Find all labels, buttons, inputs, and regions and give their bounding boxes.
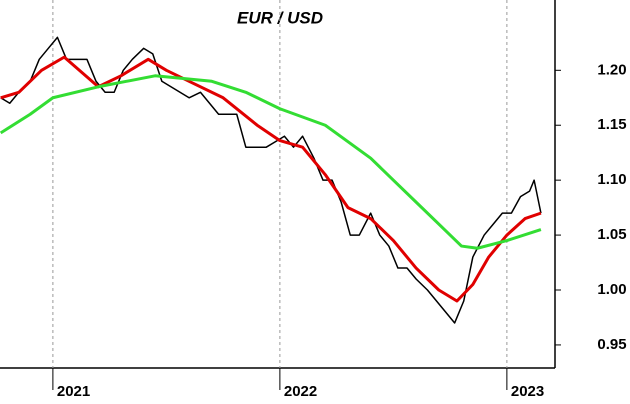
x-tick-label: 2023 — [511, 383, 544, 400]
y-tick-label: 1.00 — [597, 281, 626, 298]
y-tick-label: 1.20 — [597, 61, 626, 78]
y-tick-label: 1.05 — [597, 226, 626, 243]
y-tick-label: 1.15 — [597, 116, 626, 133]
series-line — [0, 74, 542, 250]
series-line — [0, 36, 542, 324]
chart-title: EUR / USD — [237, 8, 323, 27]
x-tick-label: 2022 — [284, 383, 317, 400]
x-tick-label: 2021 — [57, 383, 90, 400]
y-tick-label: 1.10 — [597, 171, 626, 188]
y-tick-label: 0.95 — [597, 336, 626, 353]
